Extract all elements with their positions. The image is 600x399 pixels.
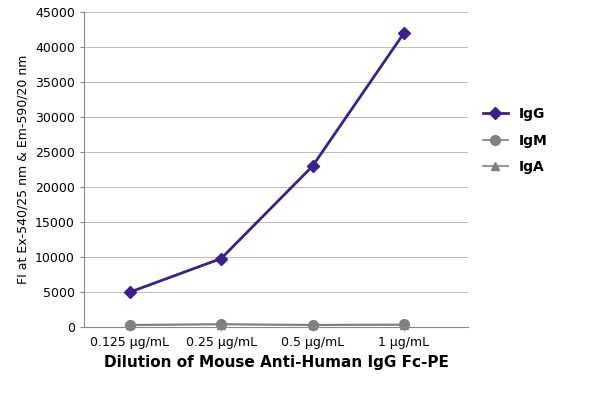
IgM bbox=[218, 322, 225, 326]
IgA bbox=[218, 322, 225, 327]
Line: IgM: IgM bbox=[125, 319, 409, 330]
IgM bbox=[309, 322, 316, 327]
Line: IgG: IgG bbox=[125, 29, 408, 296]
Line: IgA: IgA bbox=[125, 320, 408, 330]
IgA bbox=[400, 322, 407, 327]
IgM bbox=[126, 322, 133, 327]
IgG bbox=[309, 164, 316, 168]
IgA bbox=[309, 323, 316, 328]
Y-axis label: FI at Ex-540/25 nm & Em-590/20 nm: FI at Ex-540/25 nm & Em-590/20 nm bbox=[17, 55, 29, 284]
Legend: IgG, IgM, IgA: IgG, IgM, IgA bbox=[482, 107, 547, 174]
IgM bbox=[400, 322, 407, 327]
IgG bbox=[400, 31, 407, 36]
IgG bbox=[218, 256, 225, 261]
IgG bbox=[126, 290, 133, 294]
IgA bbox=[126, 323, 133, 328]
X-axis label: Dilution of Mouse Anti-Human IgG Fc-PE: Dilution of Mouse Anti-Human IgG Fc-PE bbox=[104, 355, 448, 370]
